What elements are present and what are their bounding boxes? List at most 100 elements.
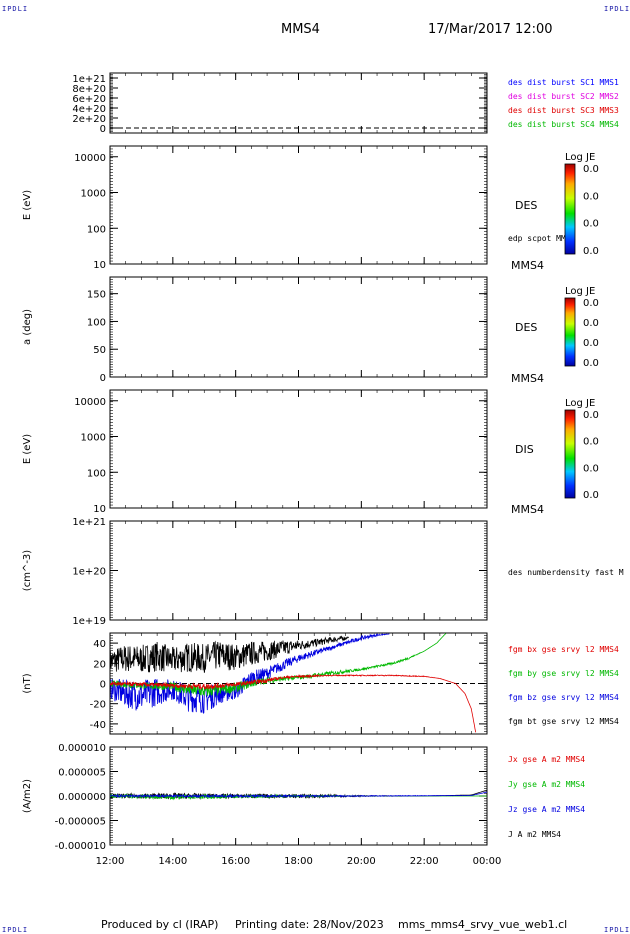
panel6-ytick-label: 0 bbox=[100, 680, 106, 691]
panel3-colorbar bbox=[564, 297, 576, 367]
panel3-bottom-label: MMS4 bbox=[511, 372, 544, 385]
panel7-legend-entry: Jz gse A m2 MMS4 bbox=[508, 805, 585, 814]
corner-label-bottom-left: IPDLI bbox=[2, 926, 29, 934]
footer-filename: mms_mms4_srvy_vue_web1.cl bbox=[398, 918, 568, 931]
panel7-legend-entry: J A m2 MMS4 bbox=[508, 830, 561, 839]
panel6-ytick-label: -40 bbox=[90, 720, 106, 731]
panel4-ytick-label: 1000 bbox=[81, 433, 106, 444]
panel5-ytick-label: 1e+20 bbox=[72, 567, 106, 578]
panel6-legend-entry: fgm by gse srvy l2 MMS4 bbox=[508, 669, 619, 678]
panel1-ytick-label: 0 bbox=[100, 124, 106, 135]
panel2-frame bbox=[109, 145, 488, 265]
panel1-legend-entry: des dist burst SC2 MMS2 bbox=[508, 92, 619, 101]
panel6-legend-entry: fgm bt gse srvy l2 MMS4 bbox=[508, 717, 619, 726]
header-datetime: 17/Mar/2017 12:00 bbox=[428, 22, 553, 37]
panel6-series-group bbox=[110, 633, 477, 733]
corner-label-top-left: IPDLI bbox=[2, 5, 29, 13]
panel3-ylabel: a (deg) bbox=[22, 309, 33, 345]
panel6-series-fgm-bt-gse-srvy-l2-mms4 bbox=[110, 635, 349, 674]
panel7-ytick-label: -0.000005 bbox=[55, 817, 106, 828]
time-axis-label: 14:00 bbox=[158, 856, 187, 867]
panel6-ytick-label: -20 bbox=[90, 700, 106, 711]
corner-label-bottom-right: IPDLI bbox=[604, 926, 630, 934]
panel2-ytick-label: 10 bbox=[93, 260, 106, 271]
time-axis-label: 12:00 bbox=[96, 856, 125, 867]
panel1-ytick-label: 8e+20 bbox=[72, 84, 106, 95]
panel3-ytick-label: 50 bbox=[93, 345, 106, 356]
panel4-ytick-label: 10000 bbox=[74, 397, 106, 408]
footer-produced-by: Produced by cl (IRAP) bbox=[101, 918, 219, 931]
panel3-colorbar-title: Log JE bbox=[565, 286, 595, 297]
panel4-frame bbox=[109, 389, 488, 509]
panel6-ylabel: (nT) bbox=[22, 673, 33, 693]
panel4-colorbar-tick-label: 0.0 bbox=[583, 410, 599, 421]
panel4-colorbar-tick-label: 0.0 bbox=[583, 437, 599, 448]
panel7-ytick-label: 0.000005 bbox=[58, 768, 106, 779]
panel1-ytick-label: 4e+20 bbox=[72, 104, 106, 115]
panel4-colorbar-tick-label: 0.0 bbox=[583, 490, 599, 501]
panel3-colorbar-tick-label: 0.0 bbox=[583, 298, 599, 309]
panel4-bottom-label: MMS4 bbox=[511, 503, 544, 516]
time-axis-label: 18:00 bbox=[284, 856, 313, 867]
panel4-ytick-label: 100 bbox=[87, 468, 106, 479]
panel7-ytick-label: 0.000000 bbox=[58, 792, 106, 803]
panel7-ytick-label: 0.000010 bbox=[58, 743, 106, 754]
panel1-ytick-label: 2e+20 bbox=[72, 114, 106, 125]
panel6-series-fgm-bx-gse-srvy-l2-mms4 bbox=[110, 673, 477, 733]
panel4-ytick-label: 10 bbox=[93, 504, 106, 515]
panel1-frame bbox=[109, 72, 488, 134]
panel4-colorbar-title: Log JE bbox=[565, 398, 595, 409]
time-axis-label: 20:00 bbox=[347, 856, 376, 867]
panel6-legend-entry: fgm bz gse srvy l2 MMS4 bbox=[508, 693, 619, 702]
panel5-ytick-label: 1e+19 bbox=[72, 616, 106, 627]
panel7-ytick-label: -0.000010 bbox=[55, 841, 106, 852]
panel3-colorbar-tick-label: 0.0 bbox=[583, 358, 599, 369]
time-axis-label: 16:00 bbox=[221, 856, 250, 867]
time-axis-label: 22:00 bbox=[410, 856, 439, 867]
panel2-ylabel: E (eV) bbox=[22, 190, 33, 220]
panel2-ytick-label: 10000 bbox=[74, 153, 106, 164]
panel3-species-label: DES bbox=[515, 321, 537, 334]
panel7-series-jz-gse-a-m2-mms4 bbox=[110, 791, 487, 799]
corner-label-top-right: IPDLI bbox=[604, 5, 630, 13]
panel2-colorbar-title: Log JE bbox=[565, 152, 595, 163]
panel2-colorbar-tick-label: 0.0 bbox=[583, 191, 599, 202]
panel1-legend-entry: des dist burst SC4 MMS4 bbox=[508, 120, 619, 129]
panel4-colorbar-tick-label: 0.0 bbox=[583, 463, 599, 474]
panel3-frame bbox=[109, 276, 488, 378]
panel2-ytick-label: 100 bbox=[87, 224, 106, 235]
panel6-legend-entry: fgm bx gse srvy l2 MMS4 bbox=[508, 645, 619, 654]
panel2-bottom-label: MMS4 bbox=[511, 259, 544, 272]
panel3-colorbar-tick-label: 0.0 bbox=[583, 338, 599, 349]
time-axis-label: 00:00 bbox=[473, 856, 502, 867]
panel2-colorbar bbox=[564, 163, 576, 255]
panel4-colorbar bbox=[564, 409, 576, 499]
panel4-species-label: DIS bbox=[515, 443, 534, 456]
panel2-colorbar-tick-label: 0.0 bbox=[583, 164, 599, 175]
panel3-colorbar-tick-label: 0.0 bbox=[583, 318, 599, 329]
panel5-legend-entry: des numberdensity fast M bbox=[508, 568, 624, 577]
panel5-ylabel: (cm^-3) bbox=[22, 550, 33, 591]
panel3-ytick-label: 0 bbox=[100, 373, 106, 384]
panel3-ytick-label: 100 bbox=[87, 317, 106, 328]
panel1-legend-entry: des dist burst SC1 MMS1 bbox=[508, 78, 619, 87]
panel3-ytick-label: 150 bbox=[87, 290, 106, 301]
panel1-ytick-label: 6e+20 bbox=[72, 94, 106, 105]
panel7-ylabel: (A/m2) bbox=[22, 779, 33, 813]
panel6-ytick-label: 40 bbox=[93, 639, 106, 650]
panel2-overlay-label: edp scpot MMS4 bbox=[508, 234, 576, 243]
footer-printing-date: Printing date: 28/Nov/2023 bbox=[235, 918, 384, 931]
panel5-ytick-label: 1e+21 bbox=[72, 517, 106, 528]
panel5-frame bbox=[109, 520, 488, 621]
panel2-species-label: DES bbox=[515, 199, 537, 212]
panel7-legend-entry: Jy gse A m2 MMS4 bbox=[508, 780, 585, 789]
panel2-ytick-label: 1000 bbox=[81, 189, 106, 200]
panel2-colorbar-tick-label: 0.0 bbox=[583, 219, 599, 230]
panel2-colorbar-tick-label: 0.0 bbox=[583, 246, 599, 257]
header-spacecraft: MMS4 bbox=[281, 22, 320, 37]
panel4-ylabel: E (eV) bbox=[22, 434, 33, 464]
panel1-ytick-label: 1e+21 bbox=[72, 74, 106, 85]
panel1-legend-entry: des dist burst SC3 MMS3 bbox=[508, 106, 619, 115]
panel7-series-group bbox=[110, 789, 487, 801]
